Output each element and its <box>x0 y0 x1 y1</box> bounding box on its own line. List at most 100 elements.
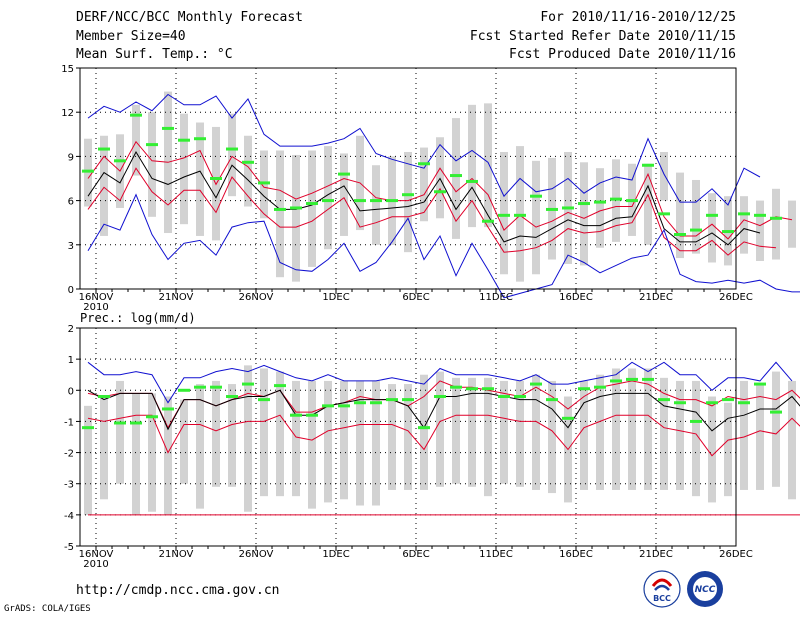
source-url[interactable]: http://cmdp.ncc.cma.gov.cn <box>76 583 280 598</box>
temp-xtick-label: 16DEC <box>559 292 593 303</box>
prec-ensemble-box <box>612 368 620 490</box>
prec-ensemble-box <box>212 380 220 487</box>
bcc-logo: BCC <box>643 570 681 608</box>
prec-ensemble-box <box>756 384 764 490</box>
prec-xtick-label: 11DEC <box>479 549 513 560</box>
temp-ensemble-box <box>276 150 284 278</box>
temp-ensemble-box <box>372 165 380 245</box>
temp-ensemble-box <box>244 135 252 207</box>
temp-ensemble-box <box>788 200 796 248</box>
temp-ytick-label: 3 <box>68 241 74 252</box>
prec-ensemble-box <box>404 384 412 490</box>
temp-ytick-label: 12 <box>61 108 74 119</box>
prec-ensemble-box <box>788 380 796 500</box>
temp-ensemble-box <box>100 135 108 236</box>
precipitation-panel: -5 -4 -3 -2 -1 0 1 2 16NOV 21NOV 26NOV 1DEC 6DEC 11DE… <box>64 324 800 570</box>
prec-ytick-label: 2 <box>68 324 74 335</box>
svg-text:BCC: BCC <box>653 594 671 603</box>
prec-ensemble-box <box>324 380 332 503</box>
prec-xtick-label: 16NOV <box>79 549 114 560</box>
prec-ensemble-box <box>676 380 684 490</box>
temp-ensemble-box <box>580 162 588 266</box>
prec-ytick-label: -1 <box>64 417 74 428</box>
temp-ensemble-box <box>228 113 236 197</box>
forecast-started-label: Fcst Started Refer Date 2010/11/15 <box>469 29 736 44</box>
temp-ensemble-box <box>676 172 684 259</box>
temp-ensemble-box <box>452 118 460 239</box>
prec-ensemble-box <box>228 384 236 487</box>
prec-ytick-label: -5 <box>64 542 74 553</box>
temp-xtick-label: 6DEC <box>402 292 429 303</box>
prec-ensemble-box <box>500 380 508 484</box>
prec-xtick-label: 16DEC <box>559 549 593 560</box>
temp-ensemble-box <box>196 122 204 236</box>
prec-ensemble-box <box>100 396 108 500</box>
prec-xtick-label: 21DEC <box>639 549 673 560</box>
prec-ensemble-box <box>388 384 396 490</box>
temp-ensemble-box <box>644 163 652 245</box>
prec-ensemble-box <box>724 402 732 497</box>
chart-title: DERF/NCC/BCC Monthly Forecast <box>76 10 303 25</box>
temp-series-ensemble-min <box>87 193 800 299</box>
prec-ensemble-box <box>132 393 140 515</box>
prec-ensemble-box <box>180 399 188 484</box>
prec-ytick-label: -3 <box>64 480 74 491</box>
prec-year-label: 2010 <box>83 559 108 570</box>
temp-series-ensemble-max <box>87 93 761 206</box>
temp-ensemble-box <box>404 151 412 253</box>
prec-ensemble-box <box>260 368 268 497</box>
member-size-label: Member Size=40 <box>76 29 186 44</box>
forecast-period-label: For 2010/11/16-2010/12/25 <box>540 10 736 25</box>
grads-credit: GrADS: COLA/IGES <box>4 604 91 614</box>
prec-xtick-label: 1DEC <box>322 549 349 560</box>
temp-series-mean-spread <box>87 140 793 240</box>
prec-ensemble-box <box>628 368 636 490</box>
temp-ensemble-box <box>532 160 540 275</box>
prec-ensemble-box <box>372 380 380 506</box>
temp-ensemble-box <box>772 188 780 260</box>
prec-ensemble-box <box>276 371 284 497</box>
temp-ensemble-box <box>148 112 156 217</box>
temp-ensemble-box <box>596 168 604 248</box>
temp-xtick-label: 16NOV <box>79 292 114 303</box>
temp-xtick-label: 26DEC <box>719 292 753 303</box>
temp-ensemble-box <box>340 153 348 236</box>
prec-ensemble-box <box>148 393 156 512</box>
prec-ensemble-box <box>580 380 588 490</box>
prec-ensemble-box <box>516 380 524 487</box>
prec-ensemble-box <box>244 365 252 512</box>
temp-ensemble-box <box>708 193 716 263</box>
prec-ytick-label: 0 <box>68 386 74 397</box>
prec-ensemble-box <box>740 380 748 490</box>
prec-ensemble-box <box>340 380 348 500</box>
prec-ensemble-box <box>468 377 476 487</box>
prec-plot-frame <box>79 327 737 547</box>
temp-ytick-label: 0 <box>68 285 74 296</box>
temp-ensemble-box <box>500 151 508 275</box>
prec-series-ensemble-max <box>87 361 793 404</box>
temp-xtick-label: 21NOV <box>159 292 194 303</box>
temp-ensemble-box <box>740 196 748 254</box>
prec-ensemble-box <box>484 377 492 497</box>
prec-ensemble-box <box>356 380 364 506</box>
prec-ensemble-box <box>292 380 300 497</box>
temp-ensemble-box <box>484 103 492 228</box>
ncc-logo: NCC <box>687 571 723 607</box>
prec-xtick-label: 6DEC <box>402 549 429 560</box>
prec-ensemble-box <box>708 396 716 503</box>
prec-ensemble-box <box>532 374 540 490</box>
temp-ytick-label: 6 <box>68 197 74 208</box>
prec-ensemble-box <box>164 396 172 515</box>
prec-xtick-label: 26DEC <box>719 549 753 560</box>
prec-ensemble-box <box>644 368 652 490</box>
prec-xtick-label: 26NOV <box>239 549 274 560</box>
prec-series-ensemble-mean <box>87 389 800 432</box>
temp-plot-frame <box>79 67 737 290</box>
prec-ensemble-box <box>196 384 204 509</box>
prec-ensemble-box <box>420 374 428 490</box>
prec-ensemble-box <box>660 377 668 490</box>
temp-ytick-label: 15 <box>61 64 74 75</box>
temp-ensemble-box <box>756 200 764 262</box>
variable-label: Mean Surf. Temp.: °C <box>76 47 233 62</box>
